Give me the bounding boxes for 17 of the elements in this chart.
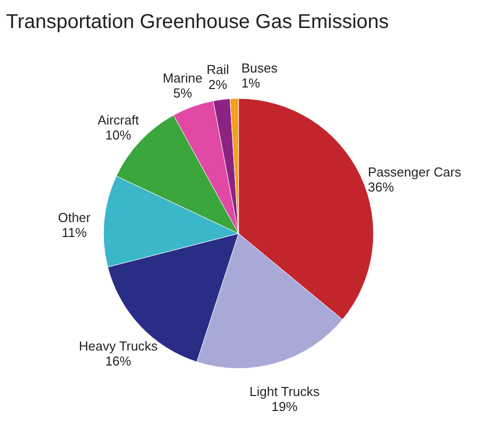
data-label: 2% [208, 76, 228, 92]
slice-label: Other [58, 210, 92, 225]
slice-label: Marine [162, 70, 202, 86]
slice-label: Light Trucks [249, 384, 320, 399]
slice-label: Buses [241, 60, 278, 76]
data-label: 36% [368, 180, 394, 195]
slice-label: Passenger Cars [368, 164, 462, 180]
data-label: 10% [105, 128, 132, 143]
data-label: 11% [62, 224, 88, 240]
data-label: 19% [272, 398, 298, 414]
chart-title: Transportation Greenhouse Gas Emissions [6, 11, 389, 33]
slice-label: Heavy Trucks [78, 338, 158, 354]
data-label: 1% [241, 76, 261, 91]
data-label: 16% [105, 353, 132, 368]
slice-label: Aircraft [98, 112, 140, 128]
data-label: 5% [173, 85, 192, 100]
slice-label: Rail [206, 62, 230, 77]
